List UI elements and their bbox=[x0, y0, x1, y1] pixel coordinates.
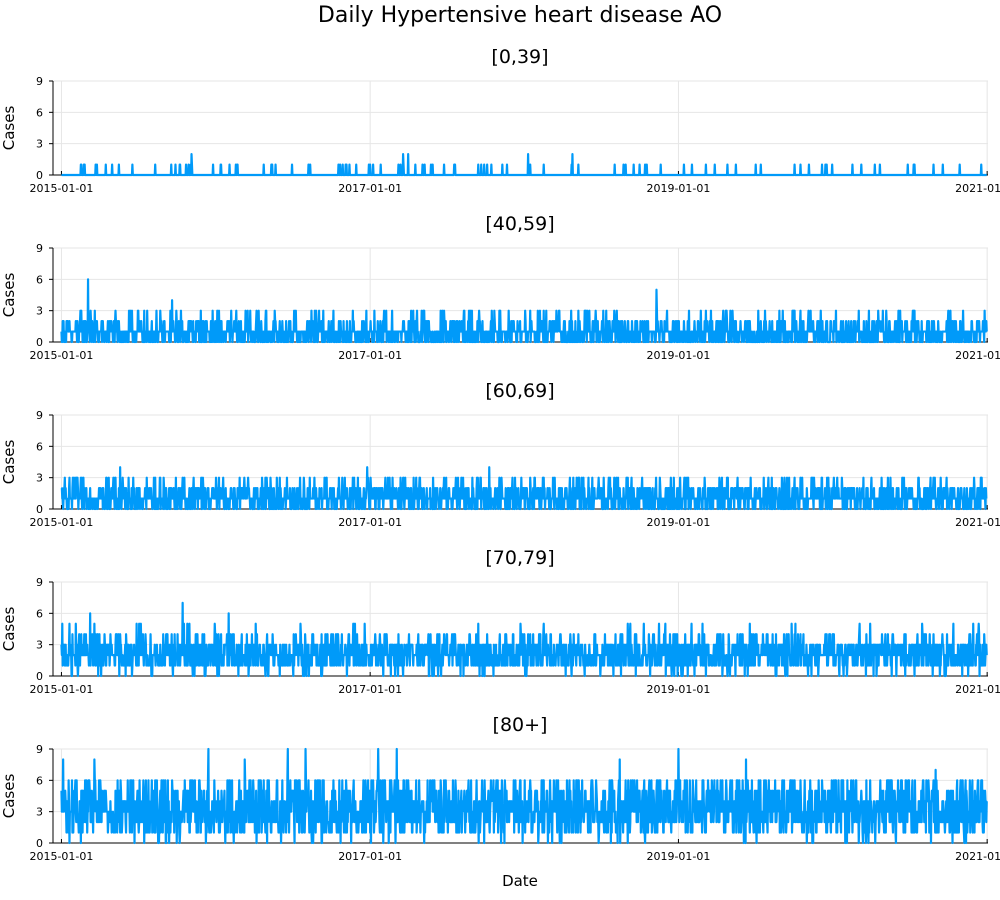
x-tick-label: 2017-01-01 bbox=[338, 683, 402, 696]
y-tick-label: 3 bbox=[36, 138, 43, 151]
panel-title: [70,79] bbox=[485, 547, 554, 569]
series-line bbox=[60, 153, 988, 177]
y-tick-label: 3 bbox=[36, 472, 43, 485]
x-tick-label: 2019-01-01 bbox=[646, 349, 710, 362]
x-tick-label: 2019-01-01 bbox=[646, 683, 710, 696]
x-tick-label: 2017-01-01 bbox=[338, 850, 402, 863]
x-tick-label: 2015-01-01 bbox=[29, 182, 93, 195]
panel-2: [60,69] 0 3 6 9 2015-01-01 2017-01-01 2019-01-0… bbox=[0, 380, 1000, 529]
x-tick-label: 2015-01-01 bbox=[29, 850, 93, 863]
x-tick-label: 2015-01-01 bbox=[29, 516, 93, 529]
series-line bbox=[60, 747, 988, 845]
panel-0: [0,39] 0 3 6 9 2015-01-01 2017-01-01 2019-01-01… bbox=[0, 46, 1000, 195]
y-axis-label: Cases bbox=[0, 273, 18, 318]
x-tick-label: 2021-01-01 bbox=[955, 516, 1000, 529]
series-line bbox=[60, 278, 988, 344]
x-tick-label: 2019-01-01 bbox=[646, 182, 710, 195]
x-tick-label: 2015-01-01 bbox=[29, 683, 93, 696]
y-axis-label: Cases bbox=[0, 774, 18, 819]
y-tick-label: 0 bbox=[36, 336, 43, 349]
x-tick-label: 2021-01-01 bbox=[955, 850, 1000, 863]
x-tick-label: 2015-01-01 bbox=[29, 349, 93, 362]
y-tick-label: 9 bbox=[36, 242, 43, 255]
y-tick-label: 9 bbox=[36, 409, 43, 422]
y-tick-label: 3 bbox=[36, 305, 43, 318]
y-tick-label: 9 bbox=[36, 75, 43, 88]
y-tick-label: 6 bbox=[36, 106, 43, 119]
panels: [0,39] 0 3 6 9 2015-01-01 2017-01-01 2019-01-01… bbox=[0, 46, 1000, 863]
x-tick-label: 2021-01-01 bbox=[955, 182, 1000, 195]
y-axis-label: Cases bbox=[0, 607, 18, 652]
x-tick-label: 2017-01-01 bbox=[338, 516, 402, 529]
y-tick-label: 0 bbox=[36, 503, 43, 516]
y-tick-label: 6 bbox=[36, 273, 43, 286]
y-tick-label: 3 bbox=[36, 639, 43, 652]
y-axis-label: Cases bbox=[0, 440, 18, 485]
y-tick-label: 6 bbox=[36, 774, 43, 787]
panel-4: [80+] 0 3 6 9 2015-01-01 2017-01-01 2019-01-01 2… bbox=[0, 714, 1000, 863]
panel-title: [0,39] bbox=[491, 46, 548, 68]
chart-title: Daily Hypertensive heart disease AO bbox=[318, 3, 722, 28]
series-line bbox=[60, 601, 988, 678]
x-tick-label: 2021-01-01 bbox=[955, 683, 1000, 696]
x-tick-label: 2019-01-01 bbox=[646, 516, 710, 529]
y-tick-label: 9 bbox=[36, 743, 43, 756]
y-tick-label: 0 bbox=[36, 169, 43, 182]
y-tick-label: 9 bbox=[36, 576, 43, 589]
x-tick-label: 2017-01-01 bbox=[338, 182, 402, 195]
series-line bbox=[60, 466, 988, 511]
panel-3: [70,79] 0 3 6 9 2015-01-01 2017-01-01 2019-01-0… bbox=[0, 547, 1000, 696]
x-tick-label: 2019-01-01 bbox=[646, 850, 710, 863]
y-tick-label: 6 bbox=[36, 440, 43, 453]
y-tick-label: 3 bbox=[36, 806, 43, 819]
panel-title: [80+] bbox=[493, 714, 548, 736]
x-tick-label: 2017-01-01 bbox=[338, 349, 402, 362]
x-axis-label: Date bbox=[502, 872, 538, 890]
y-tick-label: 6 bbox=[36, 607, 43, 620]
panel-title: [60,69] bbox=[485, 380, 554, 402]
panel-title: [40,59] bbox=[485, 213, 554, 235]
panel-1: [40,59] 0 3 6 9 2015-01-01 2017-01-01 2019-01-0… bbox=[0, 213, 1000, 362]
y-tick-label: 0 bbox=[36, 837, 43, 850]
y-axis-label: Cases bbox=[0, 106, 18, 151]
y-tick-label: 0 bbox=[36, 670, 43, 683]
x-tick-label: 2021-01-01 bbox=[955, 349, 1000, 362]
